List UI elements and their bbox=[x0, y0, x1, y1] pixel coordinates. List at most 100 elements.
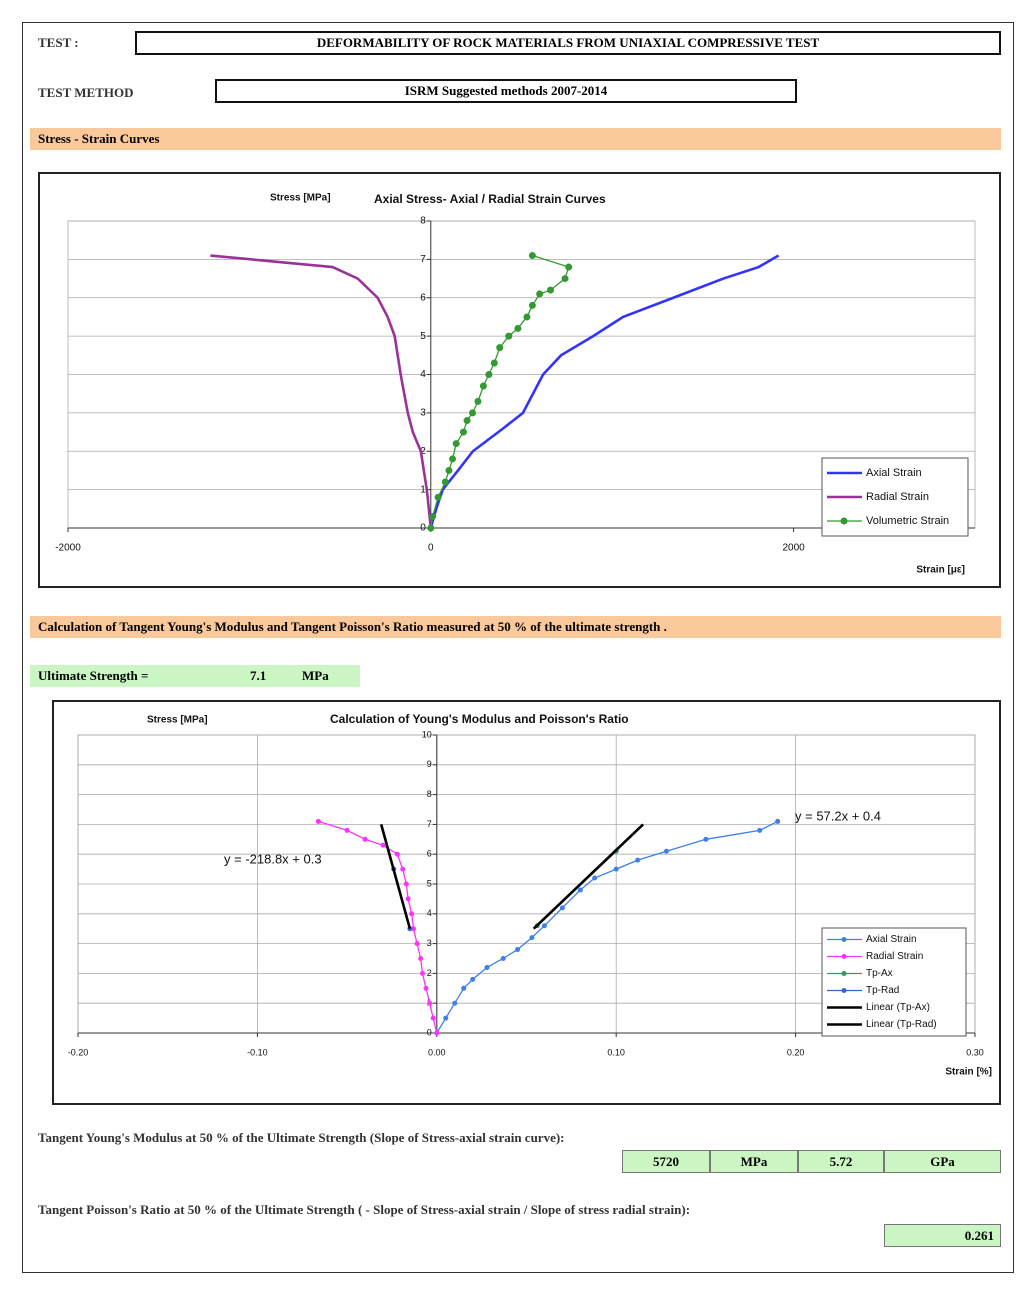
y-tick-label: 3 bbox=[420, 408, 426, 419]
y-tick-label: 10 bbox=[422, 729, 432, 739]
x-tick-label: 0 bbox=[428, 543, 434, 554]
x-tick-label: -0.20 bbox=[68, 1047, 89, 1057]
chart-frame: 0 1 2 3 4 5 6 7 8 -2000 0 2000 Axial Strain Radial St… bbox=[38, 172, 1001, 588]
point bbox=[463, 417, 471, 425]
y-tick-label: 5 bbox=[420, 331, 426, 342]
chart-frame: 012345678910-0.20-0.100.000.100.200.30Ax… bbox=[52, 700, 1001, 1105]
point bbox=[703, 836, 709, 842]
point bbox=[514, 324, 522, 332]
y-tick-label: 2 bbox=[427, 968, 432, 978]
y-tick-label: 0 bbox=[427, 1027, 432, 1037]
point bbox=[394, 851, 400, 857]
point bbox=[427, 524, 435, 532]
point bbox=[663, 848, 669, 854]
x-tick-label: -2000 bbox=[55, 543, 81, 554]
point bbox=[443, 1015, 449, 1021]
x-axis-title: Strain [%] bbox=[945, 1067, 992, 1078]
point bbox=[536, 290, 544, 298]
legend-label: Tp-Rad bbox=[866, 985, 899, 996]
y-tick-label: 2 bbox=[420, 446, 426, 457]
point bbox=[559, 905, 565, 911]
point bbox=[485, 371, 493, 378]
chart-title: Calculation of Young's Modulus and Poiss… bbox=[330, 712, 629, 726]
y-tick-label: 7 bbox=[420, 254, 426, 265]
point bbox=[441, 478, 449, 486]
x-tick-label: 0.10 bbox=[607, 1047, 625, 1057]
series-line bbox=[532, 823, 645, 930]
legend bbox=[821, 927, 967, 1037]
legend-label: Volumetric Strain bbox=[866, 515, 949, 527]
point bbox=[565, 263, 573, 271]
point bbox=[362, 836, 368, 842]
legend-label: Axial Strain bbox=[866, 467, 922, 479]
series-line bbox=[210, 254, 433, 529]
y-tick-label: 9 bbox=[427, 759, 432, 769]
x-tick-label: 0.20 bbox=[787, 1047, 805, 1057]
young-gpa: 5.72 bbox=[798, 1150, 884, 1173]
y-tick-label: 6 bbox=[427, 849, 432, 859]
legend-marker bbox=[841, 971, 847, 976]
point bbox=[315, 818, 321, 824]
legend-marker bbox=[841, 954, 847, 959]
x-axis-title: Strain [με] bbox=[916, 565, 965, 576]
point bbox=[418, 956, 424, 961]
legend-label: Radial Strain bbox=[866, 491, 929, 503]
point bbox=[635, 857, 641, 863]
point bbox=[452, 440, 460, 448]
point bbox=[461, 985, 467, 991]
point bbox=[561, 275, 569, 283]
ultimate-unit: MPa bbox=[302, 668, 329, 683]
legend-marker bbox=[841, 988, 847, 993]
y-tick-label: 4 bbox=[420, 369, 426, 380]
chart: 012345678910-0.20-0.100.000.100.200.30Ax… bbox=[68, 712, 992, 1078]
point bbox=[445, 466, 453, 474]
chart-title: Axial Stress- Axial / Radial Strain Curv… bbox=[374, 192, 606, 206]
poisson-text: Tangent Poisson's Ratio at 50 % of the U… bbox=[38, 1202, 691, 1217]
point bbox=[528, 252, 536, 260]
point bbox=[434, 493, 442, 501]
page-border bbox=[22, 22, 1014, 1273]
point bbox=[515, 947, 521, 953]
y-tick-label: 8 bbox=[420, 216, 426, 227]
point bbox=[452, 1000, 458, 1006]
x-tick-label: 0.00 bbox=[428, 1047, 446, 1057]
ultimate-bar: Ultimate Strength = 7.1 MPa bbox=[30, 665, 360, 687]
method-value: ISRM Suggested methods 2007-2014 bbox=[215, 79, 797, 103]
point bbox=[400, 866, 406, 872]
point bbox=[547, 286, 555, 294]
legend-label: Axial Strain bbox=[866, 934, 917, 945]
y-tick-label: 7 bbox=[427, 819, 432, 829]
legend-marker bbox=[840, 517, 848, 525]
point bbox=[403, 881, 409, 887]
young-gpa-unit: GPa bbox=[884, 1150, 1001, 1173]
young-mpa: 5720 bbox=[622, 1150, 710, 1173]
young-text: Tangent Young's Modulus at 50 % of the U… bbox=[38, 1130, 565, 1145]
point bbox=[775, 818, 781, 824]
point bbox=[410, 926, 416, 932]
series-line bbox=[379, 824, 412, 930]
y-tick-label: 3 bbox=[427, 938, 432, 948]
section-bar: Stress - Strain Curves bbox=[30, 128, 1001, 150]
point bbox=[757, 827, 763, 833]
point bbox=[484, 964, 490, 970]
point bbox=[490, 359, 498, 367]
legend-label: Linear (Tp-Ax) bbox=[866, 1002, 930, 1013]
point bbox=[380, 842, 386, 848]
point bbox=[470, 976, 476, 982]
point bbox=[409, 911, 415, 917]
point bbox=[541, 923, 547, 929]
legend-label: Radial Strain bbox=[866, 951, 923, 962]
point bbox=[613, 866, 619, 872]
y-tick-label: 8 bbox=[427, 789, 432, 799]
point bbox=[469, 409, 477, 417]
y-tick-label: 5 bbox=[427, 878, 432, 888]
method-label: TEST METHOD bbox=[38, 85, 134, 100]
point bbox=[419, 970, 425, 976]
x-tick-label: 2000 bbox=[782, 543, 805, 554]
annotation: y = -218.8x + 0.3 bbox=[224, 851, 322, 866]
point bbox=[434, 1030, 440, 1036]
young-mpa-unit: MPa bbox=[710, 1150, 798, 1173]
point bbox=[523, 313, 531, 321]
ultimate-value: 7.1 bbox=[250, 668, 267, 683]
